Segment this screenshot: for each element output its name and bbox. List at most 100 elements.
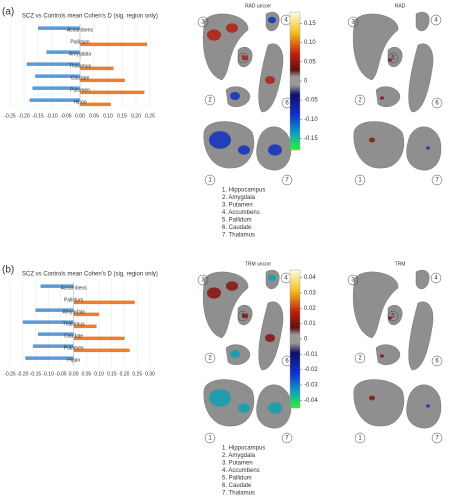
region-marker: 1: [208, 436, 212, 442]
region-marker: 4: [284, 276, 288, 282]
bar: [73, 300, 135, 305]
bar: [40, 284, 74, 288]
colorbar-tick-label: 0.04: [304, 275, 316, 281]
structure: [387, 47, 403, 68]
chart-title: SCZ vs Controls mean Cohen's D (sig. reg…: [22, 14, 158, 20]
map-patch: [380, 354, 384, 358]
colorbar-tick-label: -0.10: [304, 117, 318, 123]
structure: [352, 13, 399, 81]
marker-ring: [281, 174, 293, 186]
structure: [375, 86, 401, 107]
region-marker: 6: [435, 359, 439, 365]
region-marker: 3: [201, 20, 205, 26]
marker-ring: [204, 352, 216, 364]
x-tick-label: -0.15: [32, 113, 44, 119]
map-patch: [207, 287, 221, 299]
x-tick-label: 0.20: [120, 371, 130, 377]
bar: [73, 324, 97, 329]
marker-ring: [431, 355, 443, 367]
bar: [25, 356, 74, 360]
structure: [202, 13, 249, 81]
x-tick-label: -0.10: [42, 371, 54, 377]
colorbar-tick-label: -0.15: [304, 136, 318, 142]
x-tick-label: -0.20: [17, 371, 29, 377]
structure: [375, 344, 401, 365]
x-tick-label: 0.00: [75, 113, 85, 119]
x-tick-label: 0.05: [89, 113, 99, 119]
map-patch: [426, 146, 430, 150]
map-patch: [369, 395, 375, 401]
x-tick-label: -0.10: [46, 113, 58, 119]
colorbar-tick-label: 0.15: [304, 21, 316, 27]
x-tick-label: 0.25: [145, 113, 155, 119]
colorbar-tick-label: -0.01: [304, 352, 318, 358]
region-marker: 4: [284, 18, 288, 24]
x-tick-label: 0.10: [103, 113, 113, 119]
structure: [415, 269, 430, 290]
x-tick-label: 0.00: [69, 371, 79, 377]
bar: [73, 348, 130, 353]
marker-ring: [281, 432, 293, 444]
region-marker: 5: [391, 56, 395, 62]
x-tick-label: -0.25: [4, 113, 16, 119]
x-tick-label: 0.10: [94, 371, 104, 377]
panel-label: (b): [2, 265, 14, 276]
region-marker: 3: [201, 278, 205, 284]
bar: [80, 102, 111, 107]
bar: [26, 62, 80, 66]
legend-entry: 5. Pallidum: [222, 476, 252, 482]
x-tick-label: -0.20: [18, 113, 30, 119]
marker-ring: [354, 94, 366, 106]
bar: [80, 78, 125, 83]
map-patch: [230, 350, 240, 358]
map-patch: [226, 281, 238, 291]
marker-ring: [204, 174, 216, 186]
legend-entry: 7. Thalamus: [222, 233, 255, 239]
region-marker: 5: [391, 314, 395, 320]
map-patch: [268, 402, 282, 414]
significance-maps: 3 4 5 6 2 1 7: [347, 11, 443, 186]
x-tick-label: 0.15: [107, 371, 117, 377]
chart-title: SCZ vs Controls mean Cohen's D (sig. reg…: [22, 272, 158, 278]
bar: [29, 98, 81, 102]
bar: [35, 308, 74, 312]
bar: [32, 86, 80, 90]
legend-entry: 4. Accumbens: [222, 210, 260, 216]
x-tick-label: 0.15: [117, 113, 127, 119]
legend-entry: 1. Hippocampus: [222, 446, 265, 452]
legend-entry: 3. Putamen: [222, 461, 253, 467]
marker-ring: [197, 274, 209, 286]
map-patch: [230, 92, 240, 100]
map-patch: [265, 334, 275, 342]
x-tick-label: 0.05: [81, 371, 91, 377]
structure: [406, 126, 442, 171]
colorbar-tick-label: 0.10: [304, 40, 316, 46]
marker-ring: [354, 174, 366, 186]
structure: [202, 271, 249, 339]
colorbar-tick-label: 0.02: [304, 306, 316, 312]
region-marker: 3: [351, 20, 355, 26]
right-map-title: TRM: [395, 261, 406, 267]
map-patch: [242, 55, 248, 61]
bar: [46, 50, 80, 54]
colorbar-tick-label: 0: [304, 79, 308, 85]
map-patch: [369, 137, 375, 143]
bar: [38, 332, 74, 336]
bar: [73, 312, 100, 317]
region-marker: 2: [208, 98, 212, 104]
map-patch: [242, 313, 248, 319]
colorbar-tick-label: -0.03: [304, 383, 318, 389]
structure: [408, 301, 434, 371]
structure: [353, 121, 405, 169]
map-patch: [268, 16, 276, 24]
bar: [80, 42, 148, 47]
x-tick-label: -0.25: [4, 371, 16, 377]
map-patch: [226, 23, 238, 33]
panel-label: (a): [2, 7, 14, 18]
colorbar: [289, 269, 301, 409]
bar: [35, 74, 80, 78]
marker-ring: [204, 94, 216, 106]
colorbar-tick-label: 0.01: [304, 321, 316, 327]
